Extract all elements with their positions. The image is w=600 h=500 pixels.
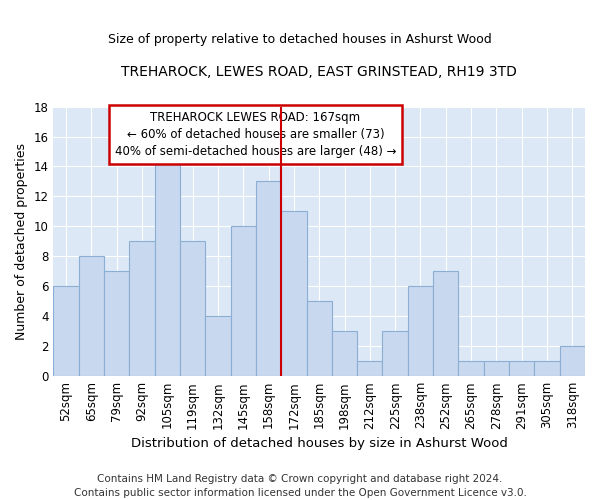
Bar	[509, 361, 535, 376]
Bar	[180, 242, 205, 376]
Text: TREHAROCK LEWES ROAD: 167sqm
← 60% of detached houses are smaller (73)
40% of se: TREHAROCK LEWES ROAD: 167sqm ← 60% of de…	[115, 110, 396, 158]
Bar	[560, 346, 585, 376]
Bar	[458, 361, 484, 376]
Bar	[357, 361, 382, 376]
Bar	[433, 272, 458, 376]
Bar	[382, 331, 408, 376]
Bar	[104, 272, 130, 376]
Bar	[130, 242, 155, 376]
Text: Contains HM Land Registry data © Crown copyright and database right 2024.
Contai: Contains HM Land Registry data © Crown c…	[74, 474, 526, 498]
Title: TREHAROCK, LEWES ROAD, EAST GRINSTEAD, RH19 3TD: TREHAROCK, LEWES ROAD, EAST GRINSTEAD, R…	[121, 65, 517, 79]
Y-axis label: Number of detached properties: Number of detached properties	[15, 143, 28, 340]
Bar	[535, 361, 560, 376]
Bar	[256, 182, 281, 376]
Bar	[281, 212, 307, 376]
Bar	[307, 302, 332, 376]
Bar	[484, 361, 509, 376]
Bar	[205, 316, 230, 376]
Bar	[230, 226, 256, 376]
Bar	[332, 331, 357, 376]
X-axis label: Distribution of detached houses by size in Ashurst Wood: Distribution of detached houses by size …	[131, 437, 508, 450]
Bar	[408, 286, 433, 376]
Bar	[53, 286, 79, 376]
Bar	[155, 152, 180, 376]
Text: Size of property relative to detached houses in Ashurst Wood: Size of property relative to detached ho…	[108, 32, 492, 46]
Bar	[79, 256, 104, 376]
